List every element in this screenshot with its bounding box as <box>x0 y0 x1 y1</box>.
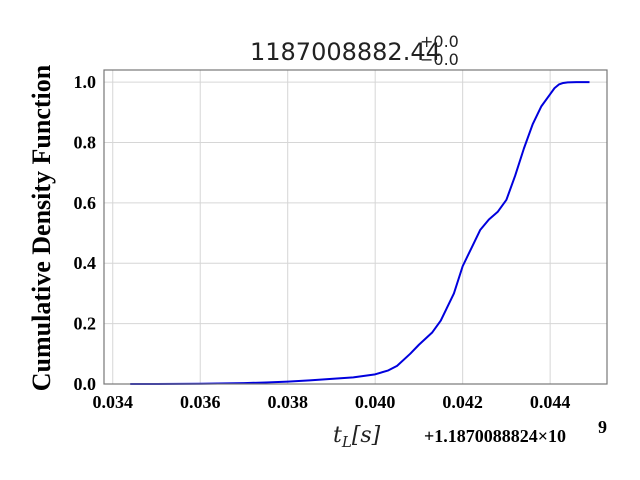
y-tick-labels: 0.0 0.2 0.4 0.6 0.8 1.0 <box>74 72 97 394</box>
x-axis-label-symbol: t <box>333 423 342 448</box>
x-axis-label-unit: [s] <box>352 423 381 448</box>
y-tick-label: 0.2 <box>74 314 97 334</box>
y-tick-label: 1.0 <box>74 72 97 92</box>
grid <box>104 70 607 385</box>
chart-title-upper-error: +0.0 <box>420 32 459 51</box>
x-tick-label: 0.040 <box>355 392 396 412</box>
x-axis-offset: +1.1870088824×10 <box>424 426 566 446</box>
x-tick-labels: 0.034 0.036 0.038 0.040 0.042 0.044 <box>92 392 570 412</box>
y-tick-label: 0.8 <box>74 132 97 152</box>
x-axis-label: tL[s] <box>333 423 381 451</box>
x-tick-label: 0.034 <box>92 392 133 412</box>
cdf-series-line <box>130 81 590 385</box>
x-tick-label: 0.042 <box>442 392 483 412</box>
plot-area <box>130 81 590 385</box>
x-tick-label: 0.036 <box>180 392 221 412</box>
chart-title-lower-error: −0.0 <box>420 50 459 69</box>
chart-title: 1187008882.44 <box>250 38 441 66</box>
y-tick-label: 0.6 <box>74 193 97 213</box>
x-tick-label: 0.038 <box>267 392 308 412</box>
y-tick-label: 0.4 <box>74 253 97 273</box>
x-axis-label-subscript: L <box>341 433 352 451</box>
axes-frame <box>103 69 608 385</box>
chart-title-value: 1187008882.44 <box>250 38 441 66</box>
x-axis-offset-exponent: 9 <box>598 417 607 437</box>
x-tick-label: 0.044 <box>530 392 571 412</box>
y-tick-label: 0.0 <box>74 374 97 394</box>
y-axis-label: Cumulative Density Function <box>27 64 56 391</box>
